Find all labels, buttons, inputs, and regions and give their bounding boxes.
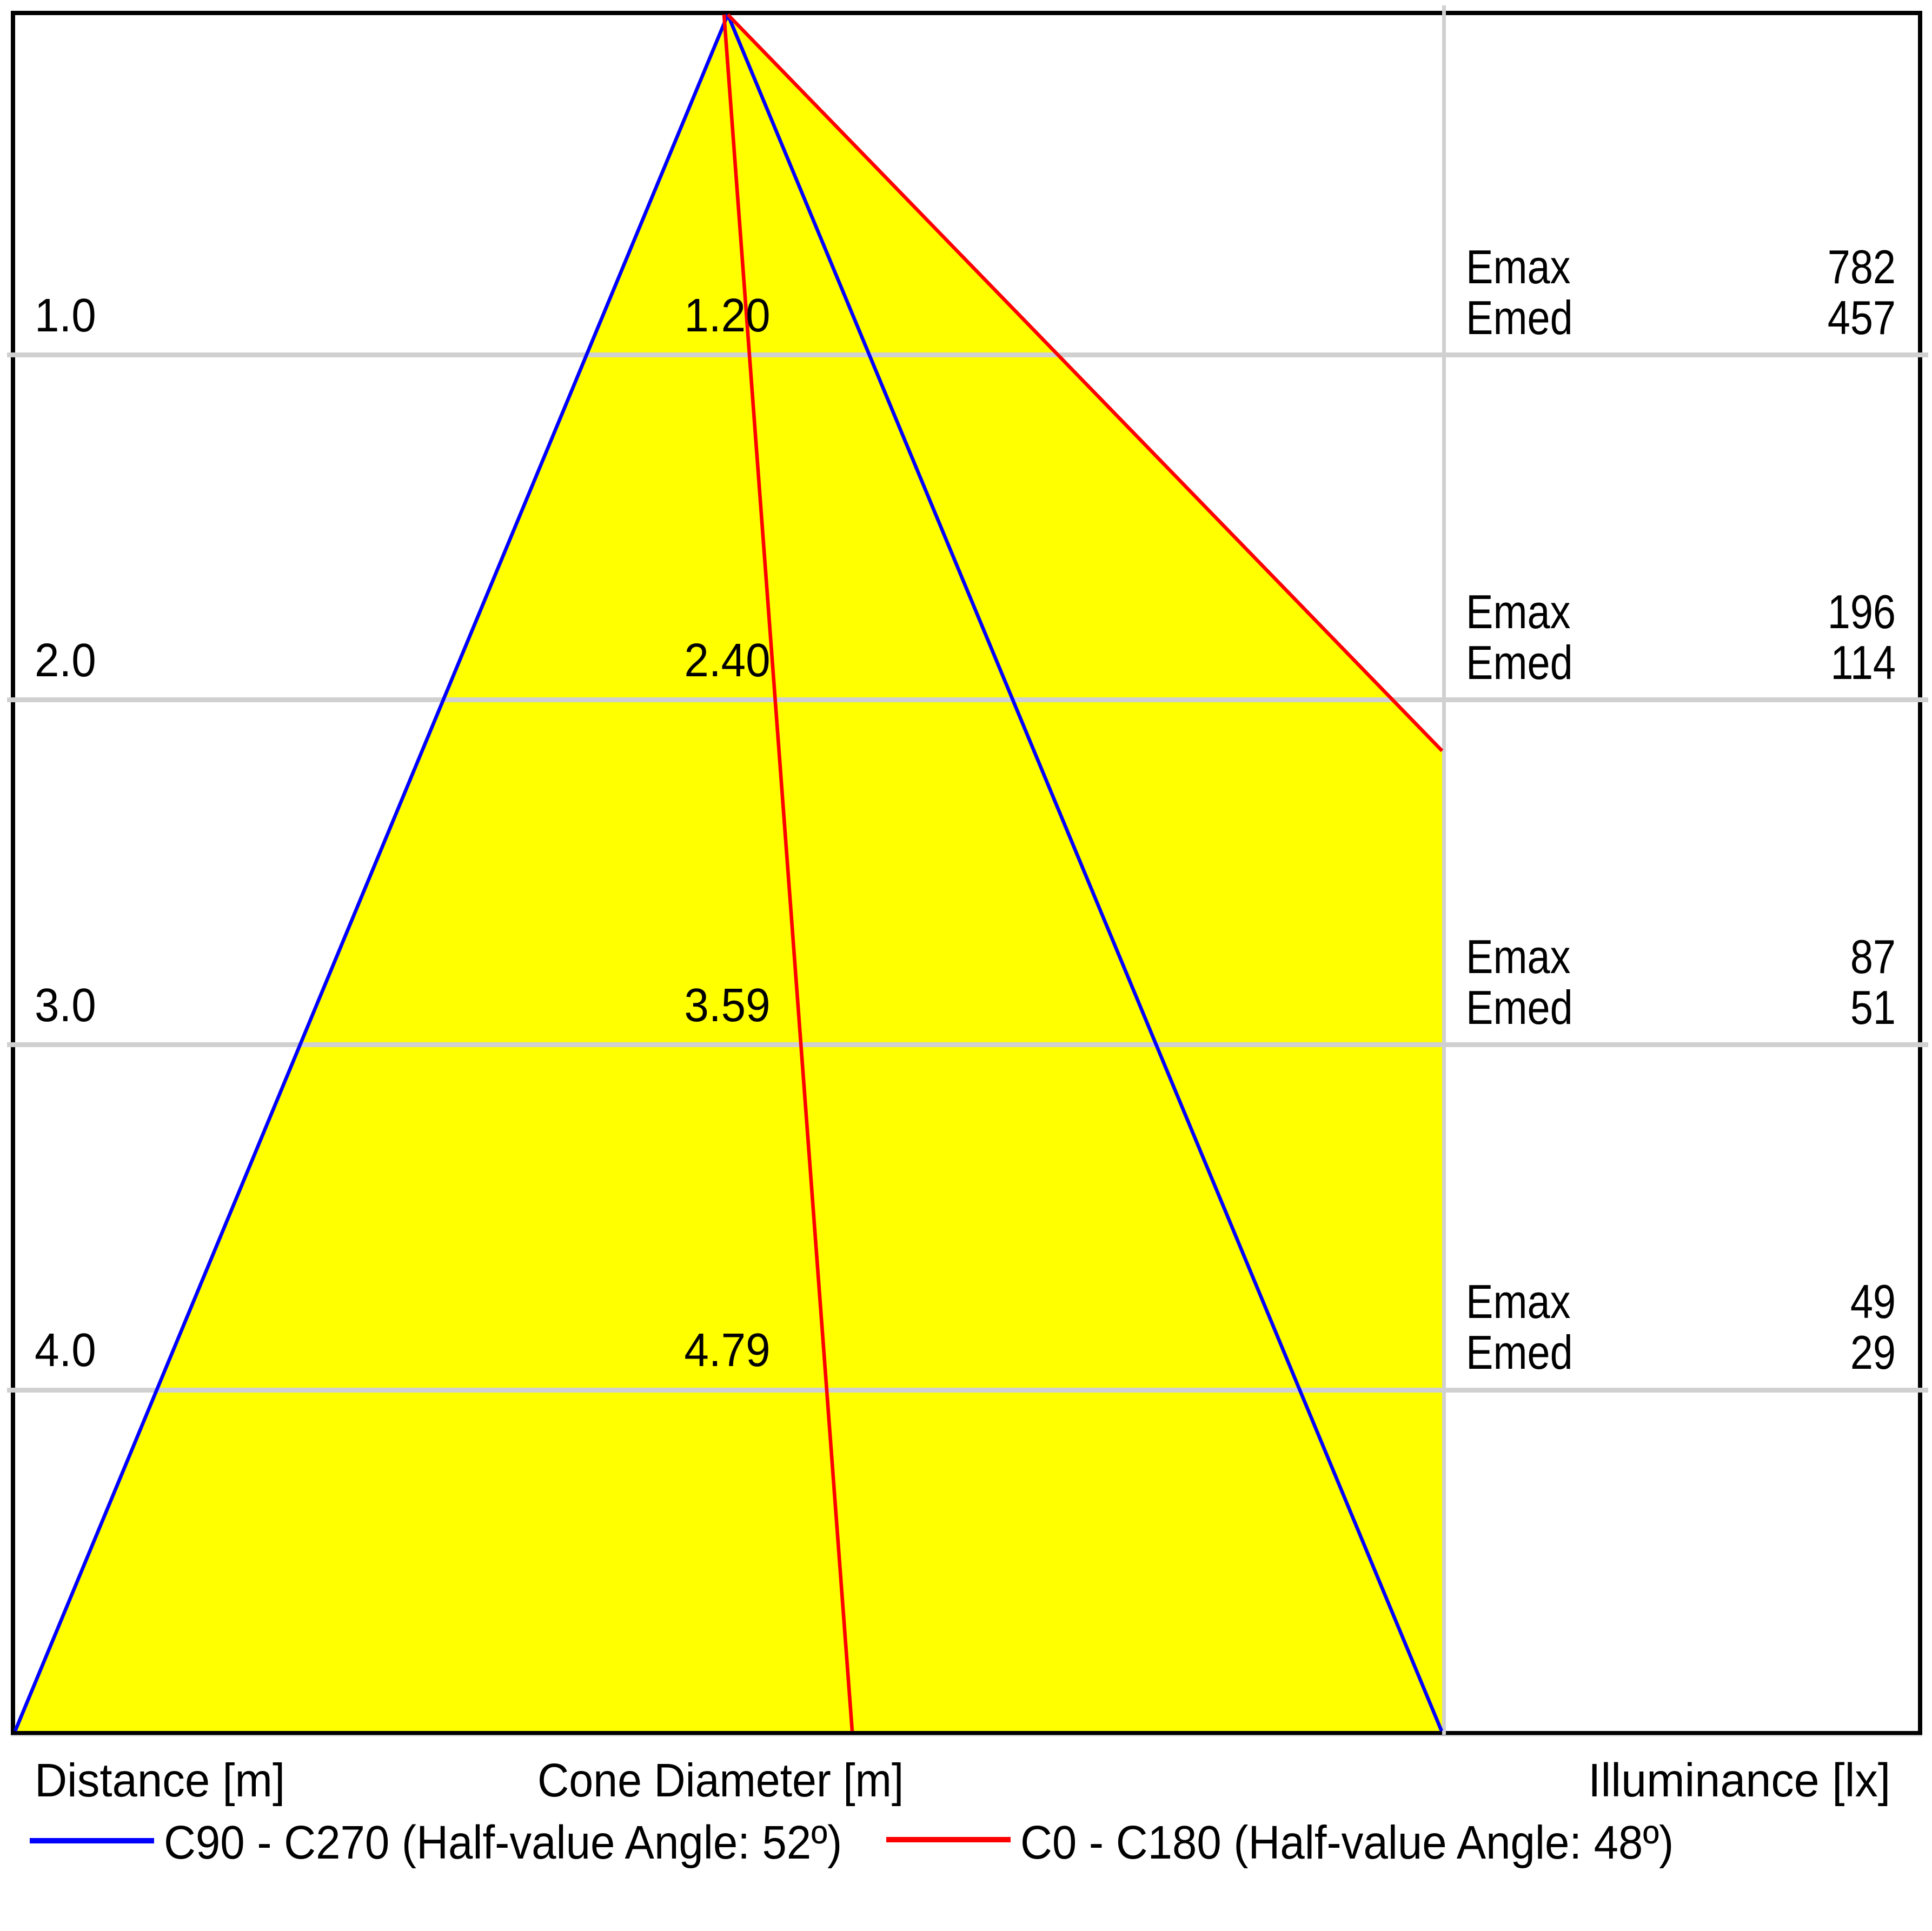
svg-text:3.0: 3.0 (35, 979, 96, 1031)
svg-text:Emax: Emax (1466, 586, 1570, 639)
svg-text:4.79: 4.79 (684, 1324, 770, 1376)
svg-text:29: 29 (1850, 1327, 1896, 1380)
svg-text:Emed: Emed (1466, 637, 1573, 690)
svg-text:2.0: 2.0 (35, 634, 96, 687)
svg-text:Emed: Emed (1466, 982, 1573, 1035)
svg-text:3.59: 3.59 (684, 979, 770, 1031)
svg-text:Emax: Emax (1466, 931, 1570, 984)
svg-text:114: 114 (1830, 637, 1896, 690)
svg-text:Emax: Emax (1466, 241, 1570, 294)
svg-text:C90 - C270 (Half-value Angle:: C90 - C270 (Half-value Angle: 52º) (164, 1816, 842, 1869)
svg-text:782: 782 (1828, 241, 1896, 294)
svg-text:1.0: 1.0 (35, 289, 96, 342)
svg-text:Illuminance [lx]: Illuminance [lx] (1588, 1754, 1890, 1807)
svg-text:49: 49 (1850, 1276, 1896, 1329)
svg-text:4.0: 4.0 (35, 1324, 96, 1376)
svg-text:Emed: Emed (1466, 1327, 1573, 1380)
svg-text:196: 196 (1828, 586, 1896, 639)
svg-text:Emed: Emed (1466, 292, 1573, 345)
svg-text:Emax: Emax (1466, 1276, 1570, 1329)
svg-text:1.20: 1.20 (684, 289, 770, 342)
svg-text:87: 87 (1850, 931, 1896, 984)
svg-text:C0 - C180 (Half-value Angle: 4: C0 - C180 (Half-value Angle: 48º) (1020, 1816, 1674, 1869)
svg-text:Cone Diameter [m]: Cone Diameter [m] (537, 1754, 904, 1806)
svg-text:Distance [m]: Distance [m] (35, 1754, 285, 1807)
svg-text:2.40: 2.40 (684, 634, 770, 687)
svg-text:51: 51 (1850, 982, 1896, 1035)
svg-text:457: 457 (1828, 292, 1896, 345)
